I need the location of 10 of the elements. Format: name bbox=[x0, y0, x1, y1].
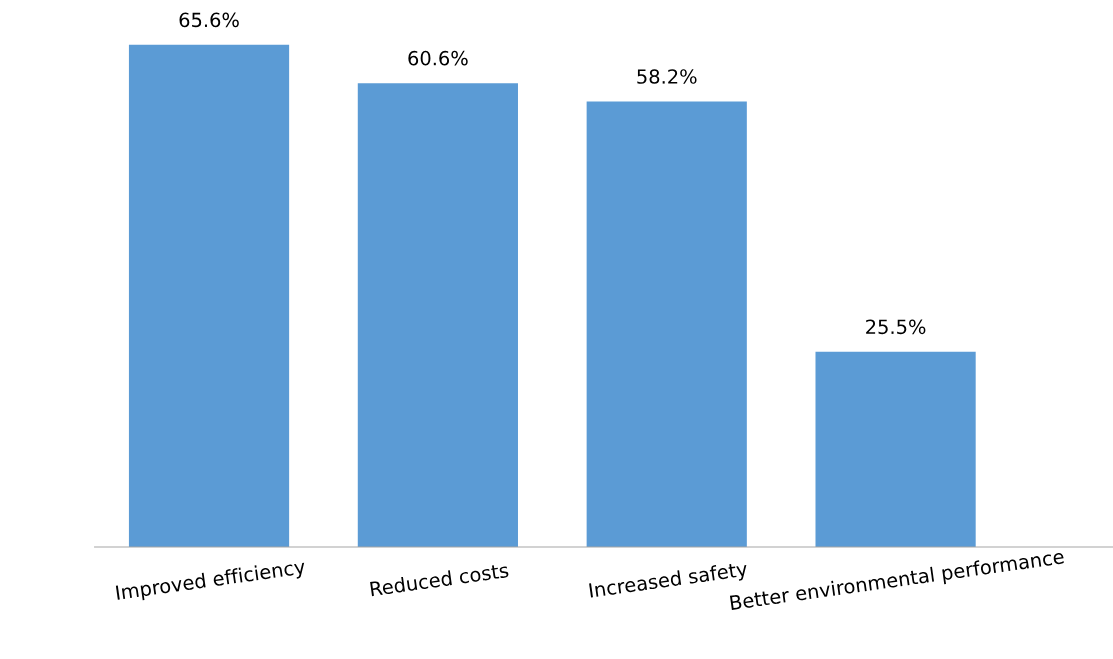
data-label: 65.6% bbox=[179, 12, 239, 28]
bar bbox=[357, 83, 518, 547]
x-tick-label: Improved efficiency bbox=[115, 558, 307, 604]
bar bbox=[586, 101, 747, 547]
bar bbox=[128, 44, 290, 547]
data-label: 25.5% bbox=[866, 319, 926, 335]
bar bbox=[815, 351, 976, 547]
x-tick-label: Reduced costs bbox=[370, 562, 509, 597]
data-label: 60.6% bbox=[408, 50, 468, 66]
data-label: 58.2% bbox=[637, 69, 697, 84]
